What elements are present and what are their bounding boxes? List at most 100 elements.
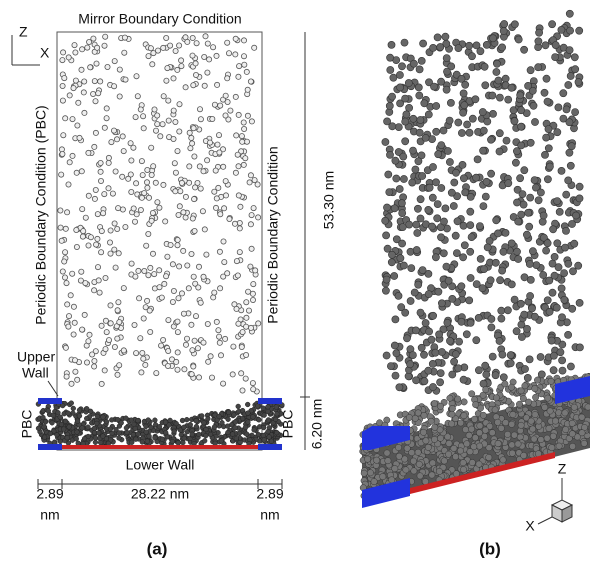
particle	[273, 404, 279, 410]
particle	[458, 160, 467, 169]
particle	[152, 127, 159, 134]
particle	[232, 419, 239, 425]
particle	[130, 144, 137, 151]
particle	[62, 344, 69, 351]
particle	[116, 430, 122, 436]
particle	[209, 116, 216, 123]
particle	[549, 366, 558, 375]
particle	[128, 417, 135, 423]
particle	[204, 157, 211, 164]
particle	[203, 251, 210, 258]
particle	[487, 323, 496, 332]
particle	[274, 411, 280, 417]
particle	[188, 134, 195, 141]
particle	[232, 425, 238, 431]
particle	[191, 196, 198, 203]
particle	[416, 195, 425, 204]
particle	[140, 355, 147, 362]
particle	[373, 456, 381, 464]
particle	[72, 357, 79, 364]
particle	[395, 71, 404, 79]
particle	[425, 327, 433, 336]
particle	[163, 430, 169, 436]
particle	[524, 208, 533, 217]
particle	[172, 169, 179, 176]
particle	[222, 112, 229, 119]
particle	[206, 56, 213, 63]
particle	[163, 77, 170, 84]
particle	[180, 209, 187, 216]
particle	[204, 320, 211, 327]
particle	[427, 335, 436, 344]
particle	[557, 25, 566, 34]
particle	[75, 99, 82, 106]
particle	[97, 168, 104, 175]
particle	[457, 282, 466, 291]
particle	[386, 150, 394, 159]
particle	[160, 44, 167, 51]
particle	[401, 308, 410, 317]
particle	[390, 204, 399, 213]
particle	[98, 380, 105, 387]
particle	[236, 63, 243, 70]
particle	[116, 435, 122, 441]
particle	[82, 214, 89, 221]
particle	[402, 110, 411, 119]
particle	[435, 330, 443, 339]
particle	[95, 277, 102, 284]
particle	[243, 299, 250, 306]
particle	[466, 318, 475, 327]
particle	[62, 274, 69, 281]
particle	[128, 157, 135, 164]
particle	[86, 331, 93, 338]
particle	[245, 307, 252, 314]
particle	[72, 49, 79, 56]
particle	[120, 285, 127, 292]
particle	[249, 290, 256, 297]
particle	[569, 442, 577, 450]
particle	[190, 125, 197, 132]
particle	[90, 91, 97, 98]
particle	[521, 365, 529, 373]
particle	[578, 413, 586, 421]
particle	[480, 265, 488, 273]
particle	[247, 324, 254, 331]
particle	[567, 362, 575, 371]
particle	[201, 226, 208, 233]
particle	[170, 75, 177, 82]
particle	[225, 116, 232, 123]
particle	[420, 350, 428, 359]
particle	[549, 432, 557, 440]
particle	[366, 469, 374, 477]
particle	[61, 75, 68, 82]
particle	[551, 41, 560, 49]
particle	[220, 273, 227, 280]
particle	[170, 287, 177, 294]
particle	[61, 258, 68, 265]
particle	[445, 450, 453, 458]
particle	[542, 246, 550, 255]
particle	[145, 230, 152, 237]
particle	[265, 417, 272, 423]
particle	[502, 136, 511, 145]
particle	[429, 311, 437, 320]
particle	[459, 174, 468, 183]
particle	[130, 431, 136, 438]
particle	[549, 225, 557, 234]
particle	[84, 406, 90, 412]
particle	[413, 229, 422, 237]
particle	[519, 395, 527, 403]
particle	[532, 393, 540, 401]
particle	[225, 416, 231, 422]
particle	[566, 72, 575, 80]
particle	[457, 419, 465, 427]
particle	[513, 147, 521, 156]
particle	[513, 198, 521, 207]
particle	[114, 136, 121, 143]
particle	[411, 414, 419, 422]
particle	[196, 106, 203, 113]
particle	[156, 204, 163, 211]
particle	[186, 163, 193, 170]
particle	[226, 409, 232, 416]
particle	[397, 303, 406, 312]
